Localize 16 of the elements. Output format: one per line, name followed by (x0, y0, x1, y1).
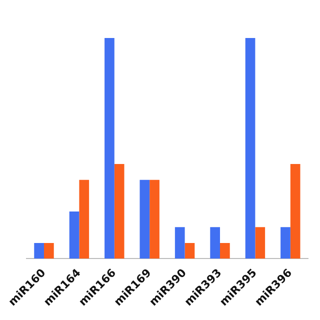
bar (69, 211, 80, 259)
bar (210, 227, 220, 259)
bar (245, 38, 256, 259)
bar (114, 164, 124, 259)
bar (140, 180, 150, 259)
bar (184, 243, 195, 259)
bar (150, 180, 160, 259)
bar (255, 227, 266, 259)
bar (174, 227, 185, 259)
bar (79, 180, 90, 259)
bar (104, 38, 114, 259)
bar (220, 243, 230, 259)
bar (280, 227, 290, 259)
bar (34, 243, 44, 259)
bar (290, 164, 300, 259)
bar (44, 243, 54, 259)
